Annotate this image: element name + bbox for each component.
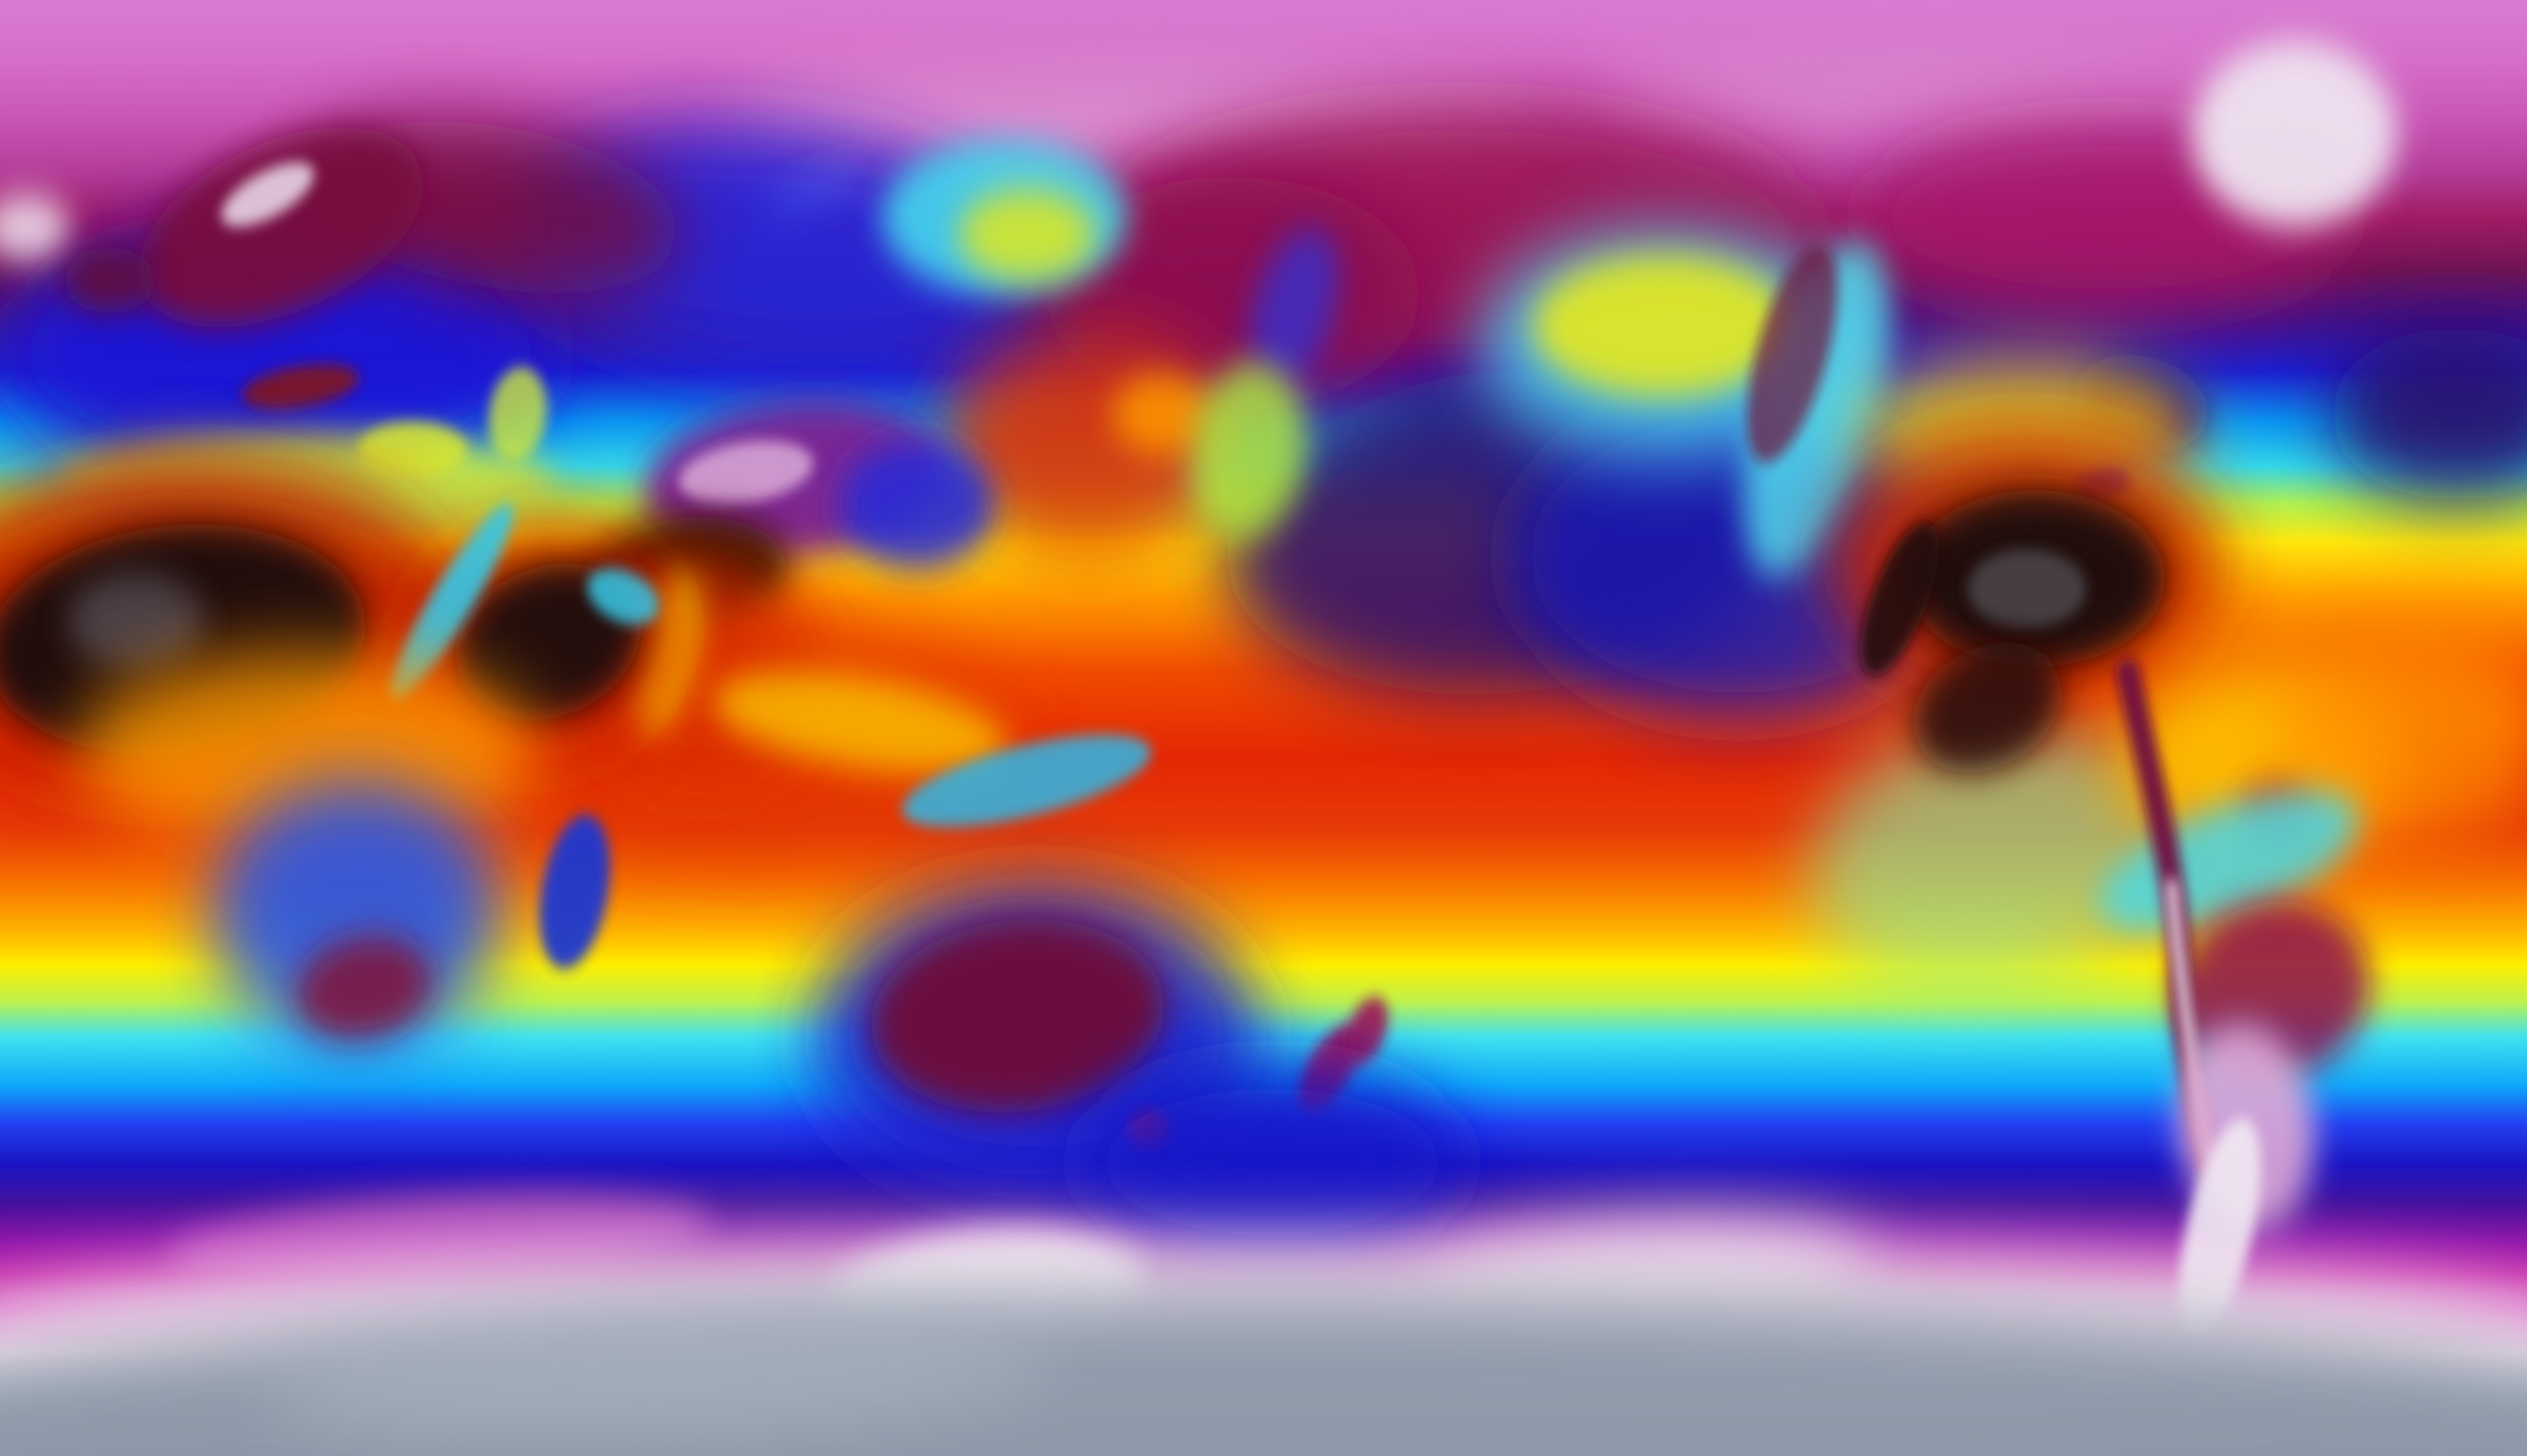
ross-sea-blue-dip-region bbox=[1079, 1064, 1465, 1261]
tibet-east-blue-region bbox=[840, 442, 994, 569]
greenland-ice-white-region bbox=[2191, 40, 2398, 227]
siberia-yellow-core-region bbox=[959, 190, 1095, 280]
global-temperature-heatmap bbox=[0, 0, 2527, 1456]
world-temperature-map-stage bbox=[0, 0, 2527, 1456]
texas-gray-core-region bbox=[1968, 549, 2086, 628]
british-isles-maroon-region bbox=[64, 248, 156, 313]
black-sea-yellow-region bbox=[357, 422, 467, 478]
sahara-gray-core-region bbox=[68, 574, 204, 670]
